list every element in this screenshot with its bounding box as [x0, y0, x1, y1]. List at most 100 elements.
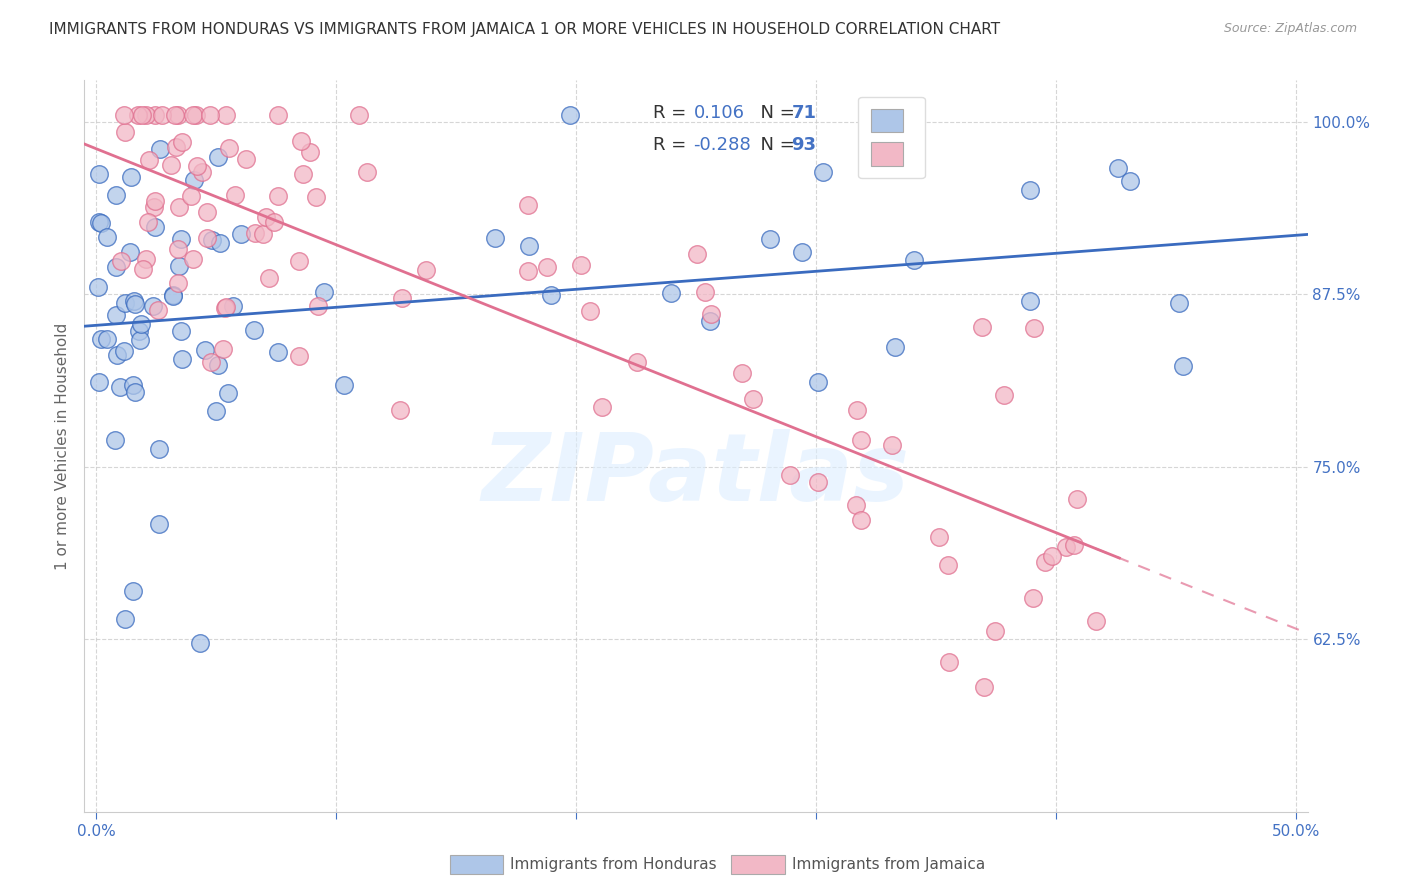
Point: [347, 108, 370, 122]
Text: 93: 93: [792, 136, 817, 153]
Point: [148, 442, 170, 456]
Text: N =: N =: [748, 136, 800, 153]
Point: [208, 236, 231, 251]
Point: [292, 167, 315, 181]
Point: [162, 288, 184, 302]
Point: [1107, 161, 1129, 176]
Point: [1040, 549, 1063, 563]
Point: [207, 150, 229, 164]
Point: [195, 204, 218, 219]
Point: [184, 108, 207, 122]
Point: [120, 170, 142, 185]
Point: [143, 220, 166, 235]
Point: [87, 167, 110, 181]
Point: [312, 285, 335, 299]
Point: [267, 189, 290, 203]
Point: [89, 216, 111, 230]
Point: [517, 238, 540, 252]
Point: [96, 229, 118, 244]
Point: [686, 247, 709, 261]
Point: [110, 253, 132, 268]
Point: [305, 189, 328, 203]
Point: [134, 252, 156, 266]
Point: [191, 165, 214, 179]
Point: [536, 260, 558, 274]
Point: [222, 299, 245, 313]
Point: [127, 108, 149, 122]
Point: [124, 297, 146, 311]
Point: [307, 299, 329, 313]
Point: [731, 366, 754, 380]
Point: [700, 307, 723, 321]
Point: [166, 242, 188, 256]
Point: [779, 467, 801, 482]
Point: [136, 215, 159, 229]
Point: [114, 295, 136, 310]
Point: [104, 433, 127, 447]
Point: [1171, 359, 1194, 373]
Point: [167, 200, 190, 214]
Point: [254, 210, 277, 224]
Point: [121, 377, 143, 392]
Point: [626, 355, 648, 369]
Point: [167, 108, 190, 122]
Point: [484, 230, 506, 244]
Point: [1066, 491, 1088, 506]
Point: [138, 153, 160, 168]
Point: [1054, 540, 1077, 554]
Point: [122, 293, 145, 308]
Point: [114, 611, 136, 625]
Point: [148, 142, 170, 156]
Point: [849, 513, 872, 527]
Point: [160, 158, 183, 172]
Point: [257, 270, 280, 285]
Text: -0.288: -0.288: [693, 136, 751, 153]
Point: [143, 194, 166, 208]
Point: [540, 288, 562, 302]
Text: 0.106: 0.106: [693, 104, 745, 122]
Point: [742, 392, 765, 406]
Point: [218, 141, 240, 155]
Point: [114, 124, 136, 138]
Point: [807, 475, 830, 489]
Point: [759, 232, 782, 246]
Text: Immigrants from Jamaica: Immigrants from Jamaica: [792, 857, 984, 871]
Point: [267, 108, 290, 122]
Point: [659, 285, 682, 300]
Point: [695, 285, 717, 300]
Y-axis label: 1 or more Vehicles in Household: 1 or more Vehicles in Household: [55, 322, 70, 570]
Text: R =: R =: [654, 104, 692, 122]
Point: [200, 355, 222, 369]
Point: [298, 145, 321, 159]
Point: [135, 108, 157, 122]
Point: [172, 136, 194, 150]
Point: [143, 108, 166, 122]
Point: [105, 308, 128, 322]
Point: [790, 244, 813, 259]
Point: [579, 303, 602, 318]
Point: [205, 404, 228, 418]
Point: [903, 252, 925, 267]
Text: ZIPatlas: ZIPatlas: [482, 429, 910, 521]
Point: [928, 530, 950, 544]
Text: N =: N =: [748, 104, 800, 122]
Point: [132, 261, 155, 276]
Point: [181, 108, 204, 122]
Point: [243, 323, 266, 337]
Point: [118, 245, 141, 260]
Point: [1033, 555, 1056, 569]
Point: [131, 317, 153, 331]
Point: [142, 200, 165, 214]
Point: [142, 299, 165, 313]
Point: [166, 276, 188, 290]
Point: [181, 252, 204, 267]
Point: [391, 291, 413, 305]
Point: [807, 375, 830, 389]
Point: [87, 215, 110, 229]
Point: [186, 159, 208, 173]
Point: [235, 152, 257, 166]
Point: [170, 232, 193, 246]
Point: [180, 189, 202, 203]
Point: [128, 324, 150, 338]
Point: [87, 279, 110, 293]
